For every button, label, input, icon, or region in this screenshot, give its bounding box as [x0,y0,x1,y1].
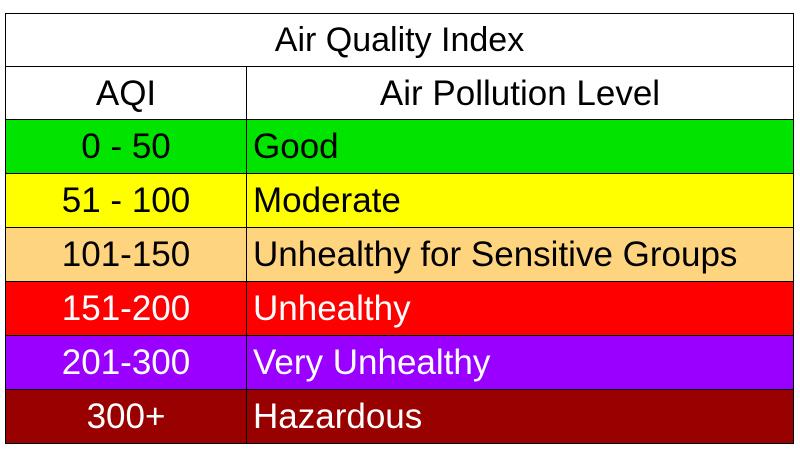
header-row: AQI Air Pollution Level [5,66,794,120]
pollution-level-cell: Good [246,119,794,174]
aqi-range-cell: 300+ [5,389,247,444]
aqi-range-cell: 51 - 100 [5,173,247,228]
aqi-range-cell: 201-300 [5,335,247,390]
table-title: Air Quality Index [5,13,794,67]
aqi-range-cell: 0 - 50 [5,119,247,174]
table-row: 300+ Hazardous [5,389,794,444]
pollution-level-cell: Unhealthy for Sensitive Groups [246,227,794,282]
aqi-table: Air Quality Index AQI Air Pollution Leve… [5,13,794,444]
table-row: 151-200 Unhealthy [5,281,794,336]
table-row: 0 - 50 Good [5,119,794,174]
pollution-level-cell: Moderate [246,173,794,228]
aqi-column-header: AQI [5,66,247,120]
table-row: 101-150 Unhealthy for Sensitive Groups [5,227,794,282]
pollution-level-cell: Unhealthy [246,281,794,336]
aqi-range-cell: 151-200 [5,281,247,336]
table-row: 51 - 100 Moderate [5,173,794,228]
pollution-level-cell: Hazardous [246,389,794,444]
pollution-level-cell: Very Unhealthy [246,335,794,390]
title-row: Air Quality Index [5,13,794,67]
level-column-header: Air Pollution Level [246,66,794,120]
table-row: 201-300 Very Unhealthy [5,335,794,390]
aqi-range-cell: 101-150 [5,227,247,282]
